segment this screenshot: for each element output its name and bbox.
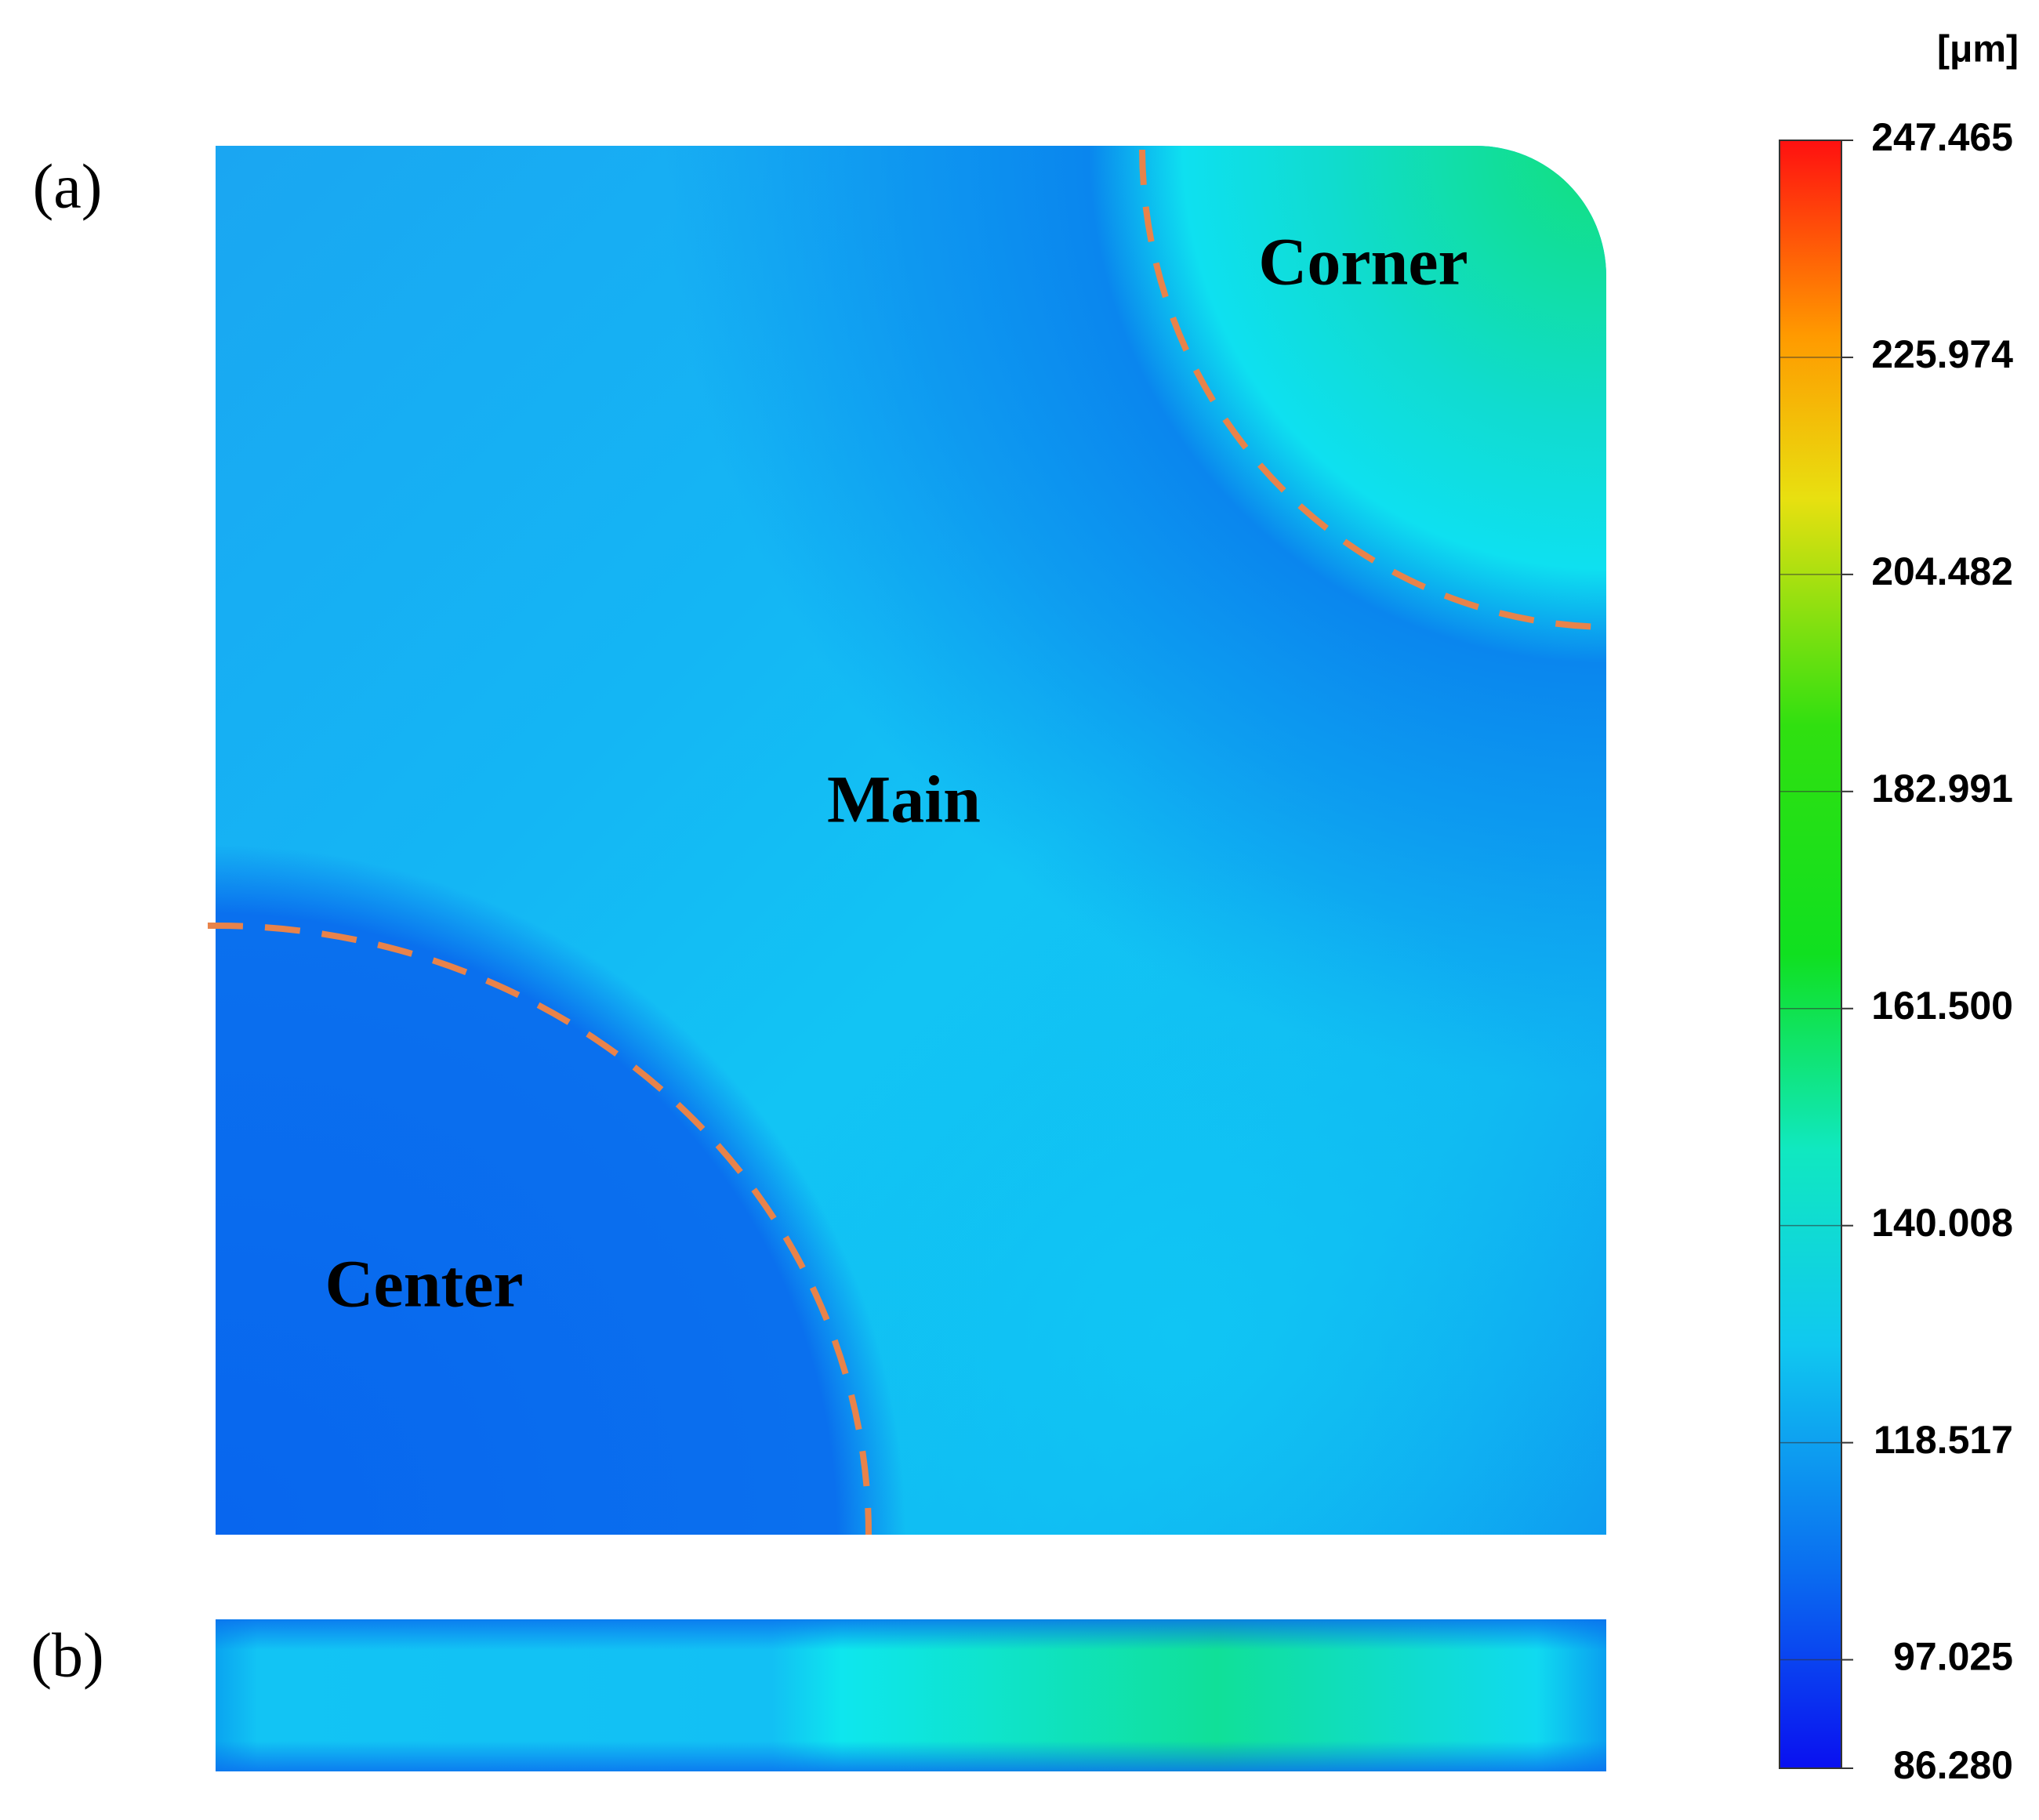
colorbar-tick-label: 140.008: [1871, 1201, 2013, 1245]
colorbar-tick-label: 247.465: [1871, 115, 2013, 159]
region-label: Main: [827, 762, 981, 837]
colorbar: [1779, 140, 1842, 1769]
corner-boundary: [1139, 149, 1613, 630]
region-label: Corner: [1258, 224, 1468, 299]
colorbar-tick-label: 161.500: [1871, 984, 2013, 1028]
colorbar-unit: [μm]: [1937, 29, 2019, 71]
panel-b-edge: [216, 1619, 1606, 1771]
panel-label: (a): [33, 152, 103, 221]
colorbar-tick-label: 97.025: [1893, 1635, 2013, 1679]
colorbar-tick-label: 86.280: [1893, 1743, 2013, 1787]
panel-a-field: [216, 146, 1606, 1535]
panel-label: (b): [31, 1621, 103, 1690]
colorbar-tick-label: 225.974: [1871, 332, 2013, 376]
colorbar-tick-label: 118.517: [1874, 1418, 2013, 1462]
colorbar-tick-label: 204.482: [1871, 549, 2013, 593]
colorbar-tick-label: 182.991: [1871, 767, 2013, 810]
field-center: [216, 146, 1606, 1535]
region-label: Center: [325, 1246, 523, 1321]
